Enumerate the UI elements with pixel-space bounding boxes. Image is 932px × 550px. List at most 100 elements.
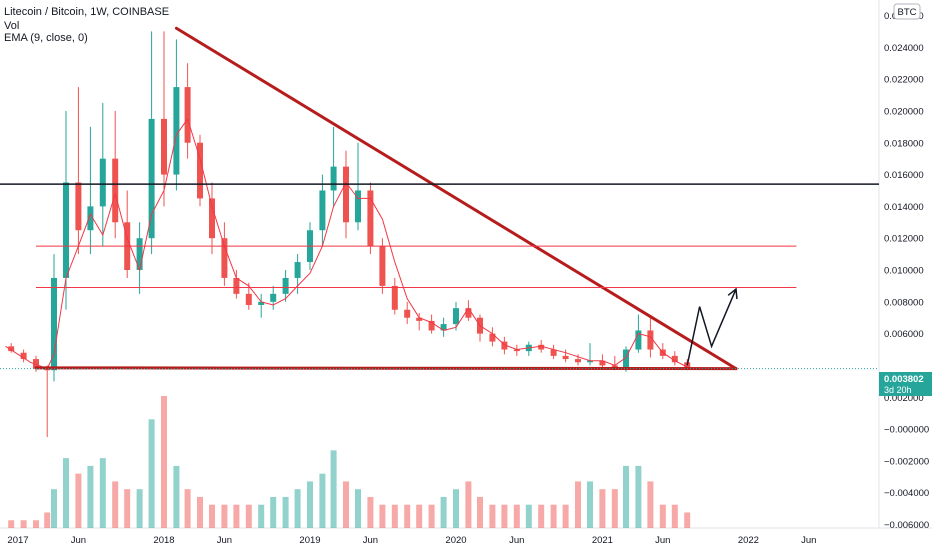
candle-body [75,182,82,231]
y-tick-label: 0.022000 [884,75,924,86]
volume-label: Vol [4,20,19,32]
volume-bar [148,419,155,528]
volume-bar [355,489,361,528]
volume-bar [379,504,386,528]
volume-bar [525,504,532,528]
ema-line [5,117,688,370]
candle-body [428,320,435,331]
candle-body [416,317,423,321]
candle-body [221,238,228,278]
candle-body [501,341,508,350]
candle-body [294,262,301,278]
y-tick-label: 0.024000 [884,43,924,54]
volume-bar [245,504,252,528]
candle-body [33,359,39,369]
price-badge-countdown: 3d 20h [884,385,912,395]
volume-bar [367,496,374,528]
candle-body [538,344,545,350]
volume-bar [343,481,349,528]
candle-body [550,349,557,356]
candle-body [671,355,678,363]
time-axis[interactable]: 2017 Jun 2018 Jun 2019 Jun 2020 Jun 2021 Jun 2022 J… [7,535,816,546]
volume-bar [538,504,545,528]
x-tick-label: 2018 [153,535,174,546]
volume-bar [197,496,203,528]
candle-body [575,359,581,363]
candle-body [343,166,349,223]
candle-body [489,333,496,342]
candle-body [453,308,459,325]
x-tick-label: Jun [217,535,232,546]
candle-body [112,158,119,223]
candle-body [319,190,326,231]
currency-badge-label: BTC [898,7,917,18]
volume-bar [477,496,483,528]
support-line [34,366,738,371]
volume-bar [611,489,618,528]
candle-body [87,206,94,231]
candle-body [404,309,411,318]
candle-body [209,198,215,239]
volume-bar [233,504,240,528]
candle-body [587,360,593,363]
currency-badge[interactable]: BTC [893,3,921,20]
volume-bar [270,496,277,528]
price-badge: 0.003802 3d 20h [879,372,932,396]
volume-bar [63,458,69,528]
y-tick-label: 0.018000 [884,138,924,149]
volume-bar [112,481,119,528]
currency-badge-box [893,3,921,20]
x-tick-label: 2020 [445,535,466,546]
y-tick-label: −0.006000 [884,520,929,531]
x-tick-label: 2021 [592,535,613,546]
volume-bar [562,504,569,528]
projected-path-path [686,288,737,366]
volume-bar [501,504,508,528]
volume-bar [453,489,459,528]
volume-bar [8,520,15,528]
volume-bar [587,481,593,528]
price-badge-box [879,372,932,396]
volume-bar [51,489,57,528]
candle-body [379,246,386,286]
candle-body [623,349,629,369]
candle-body [148,118,155,239]
volume-bar [258,504,265,528]
volume-bar [161,396,167,528]
volume-bar [391,504,398,528]
candle-body [99,158,106,207]
volume-bar [33,520,39,528]
volume-bar [124,489,131,528]
y-tick-label: −0.000000 [884,425,929,436]
candle-body [20,352,27,360]
volume-bar [75,473,82,528]
x-tick-label: Jun [71,535,86,546]
drawings [0,26,879,371]
candle-body [367,190,374,247]
volume-bar [684,512,691,528]
volume-bar [635,465,642,528]
volume-bar [221,504,228,528]
y-tick-label: 0.002000 [884,393,924,404]
x-tick-label: 2019 [299,535,320,546]
y-tick-label: −0.002000 [884,456,929,467]
candle-body [465,308,472,318]
volume-bar [136,489,143,528]
x-tick-label: Jun [655,535,670,546]
volume-bar [184,489,191,528]
candle-body [440,324,447,331]
x-tick-label: Jun [363,535,378,546]
volume-bar [173,465,180,528]
volume-bars [8,396,691,528]
candle-body [233,277,240,294]
ema-label: EMA (9, close, 0) [4,32,88,44]
y-tick-label: 0.016000 [884,170,924,181]
candle-body [258,301,265,305]
volume-bar [87,465,94,528]
candle-body [173,87,180,175]
candle-body [391,285,398,310]
volume-bar [575,481,581,528]
